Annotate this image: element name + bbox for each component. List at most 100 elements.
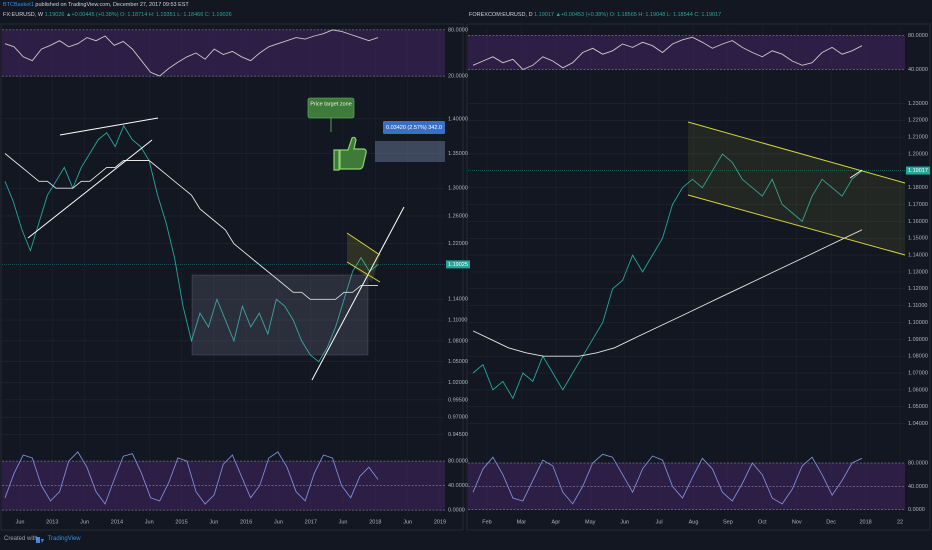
y-tick-label: 40.0000 bbox=[448, 483, 468, 489]
x-tick-label: Jun bbox=[16, 519, 25, 525]
y-tick-label: 0.99500 bbox=[448, 397, 468, 403]
x-tick-label: Oct bbox=[758, 519, 767, 525]
wedge-line bbox=[346, 232, 381, 256]
x-tick-label: Jun bbox=[80, 519, 89, 525]
y-tick-label: 80.0000 bbox=[908, 33, 928, 39]
y-tick-label: 1.05000 bbox=[908, 404, 928, 410]
y-tick-label: 0.0000 bbox=[908, 507, 925, 513]
trend-line bbox=[311, 206, 405, 381]
ohlc: O: 1.18714 bbox=[120, 12, 148, 18]
x-tick-label: Aug bbox=[689, 519, 699, 525]
logo bbox=[36, 537, 44, 543]
y-tick-label: 1.30000 bbox=[448, 186, 468, 192]
x-tick-label: Jun bbox=[403, 519, 412, 525]
x-tick-label: 22 bbox=[897, 519, 903, 525]
ohlc: O: 1.18565 bbox=[609, 12, 637, 18]
y-tick-label: 1.35000 bbox=[448, 151, 468, 157]
y-tick-label: 80.0000 bbox=[908, 460, 928, 466]
x-tick-label: 2018 bbox=[859, 519, 871, 525]
last-price-label: 1.19025 bbox=[448, 262, 468, 268]
y-tick-label: 1.08000 bbox=[908, 354, 928, 360]
y-tick-label: 1.04000 bbox=[908, 421, 928, 427]
y-tick-label: 1.16000 bbox=[908, 219, 928, 225]
series-line bbox=[472, 453, 863, 505]
published: published on TradingView.com, December 2… bbox=[35, 2, 189, 8]
change: ▲+0.00445 (+0.38%) bbox=[65, 12, 119, 18]
x-tick-label: Feb bbox=[482, 519, 491, 525]
y-tick-label: 1.08000 bbox=[448, 338, 468, 344]
author: BTCBasket1 bbox=[3, 2, 34, 8]
x-tick-label: 2014 bbox=[111, 519, 123, 525]
symbol: FOREXCOM:EURUSD, D bbox=[469, 12, 533, 18]
y-tick-label: 1.17000 bbox=[908, 202, 928, 208]
left-panel bbox=[0, 23, 464, 531]
y-tick-label: 1.21000 bbox=[908, 135, 928, 141]
y-tick-label: 1.26000 bbox=[448, 213, 468, 219]
x-tick-label: Jul bbox=[656, 519, 663, 525]
ohlc: L: 1.18544 bbox=[666, 12, 693, 18]
y-tick-label: 1.11000 bbox=[448, 318, 467, 324]
x-tick-label: Dec bbox=[826, 519, 836, 525]
trend-line bbox=[59, 117, 159, 136]
y-tick-label: 1.22000 bbox=[908, 118, 928, 124]
y-tick-label: 80.0000 bbox=[448, 459, 468, 465]
y-tick-label: 0.97000 bbox=[448, 415, 468, 421]
ohlc: H: 1.19351 bbox=[148, 12, 176, 18]
x-tick-label: May bbox=[585, 519, 596, 525]
target-zone bbox=[375, 141, 445, 162]
x-tick-label: 2013 bbox=[46, 519, 58, 525]
price-text: 1.19026 bbox=[44, 12, 65, 18]
y-tick-label: 1.10000 bbox=[908, 320, 928, 326]
osc-band bbox=[2, 29, 445, 77]
series-line bbox=[4, 451, 379, 505]
x-tick-label: Apr bbox=[552, 519, 561, 525]
x-tick-label: 2015 bbox=[175, 519, 187, 525]
symbol: FX:EURUSD, W bbox=[3, 12, 44, 18]
measure-label: 0.03420 (2.57%) 342.0 bbox=[386, 125, 442, 131]
y-tick-label: 1.02000 bbox=[448, 380, 468, 386]
callout-text: Price target zone bbox=[310, 101, 352, 107]
last-price-badge bbox=[446, 260, 470, 269]
x-tick-label: 2018 bbox=[369, 519, 381, 525]
right-panel bbox=[466, 23, 931, 531]
y-tick-label: 1.40000 bbox=[448, 116, 468, 122]
x-tick-label: Nov bbox=[792, 519, 802, 525]
publish-line: BTCBasket1 published on TradingView.com,… bbox=[3, 2, 189, 9]
x-tick-label: Jun bbox=[274, 519, 283, 525]
y-tick-label: 1.22000 bbox=[448, 241, 468, 247]
wedge-fill bbox=[347, 233, 380, 282]
y-tick-label: 20.0000 bbox=[448, 74, 468, 80]
series-line bbox=[4, 153, 378, 300]
change: ▲+0.00453 (+0.38%) bbox=[555, 12, 609, 18]
y-tick-label: 0.0000 bbox=[448, 508, 465, 514]
ohlc: C: 1.19017 bbox=[694, 12, 722, 18]
y-tick-label: 1.07000 bbox=[908, 370, 928, 376]
price-text: 1.19017 bbox=[534, 12, 554, 18]
x-tick-label: 2017 bbox=[305, 519, 317, 525]
last-price-label: 1.19017 bbox=[908, 168, 928, 174]
y-tick-label: 1.14000 bbox=[448, 297, 468, 303]
y-tick-label: 40.0000 bbox=[908, 67, 928, 73]
ohlc: L: 1.18466 bbox=[177, 12, 204, 18]
osc-band bbox=[468, 35, 905, 70]
last-price-badge bbox=[906, 166, 930, 175]
quote-line: FOREXCOM:EURUSD, D 1.19017 ▲+0.00453 (+0… bbox=[469, 12, 721, 19]
x-tick-label: 2016 bbox=[240, 519, 252, 525]
y-tick-label: 1.20000 bbox=[908, 151, 928, 157]
x-tick-label: Sep bbox=[723, 519, 733, 525]
ohlc: C: 1.19026 bbox=[204, 12, 232, 18]
channel-line bbox=[687, 121, 906, 184]
x-tick-label: Jun bbox=[209, 519, 218, 525]
y-tick-label: 0.94500 bbox=[448, 432, 468, 438]
y-tick-label: 1.09000 bbox=[908, 337, 928, 343]
y-tick-label: 1.15000 bbox=[908, 236, 928, 242]
y-tick-label: 1.13000 bbox=[908, 269, 928, 275]
measure-label-box bbox=[383, 121, 445, 134]
channel-line bbox=[687, 194, 906, 256]
y-tick-label: 40.0000 bbox=[908, 484, 928, 490]
thumbs-up-icon bbox=[333, 136, 367, 171]
channel-fill bbox=[688, 122, 905, 255]
y-tick-label: 1.05000 bbox=[448, 359, 468, 365]
quote-line: FX:EURUSD, W 1.19026 ▲+0.00445 (+0.38%) … bbox=[3, 12, 232, 19]
